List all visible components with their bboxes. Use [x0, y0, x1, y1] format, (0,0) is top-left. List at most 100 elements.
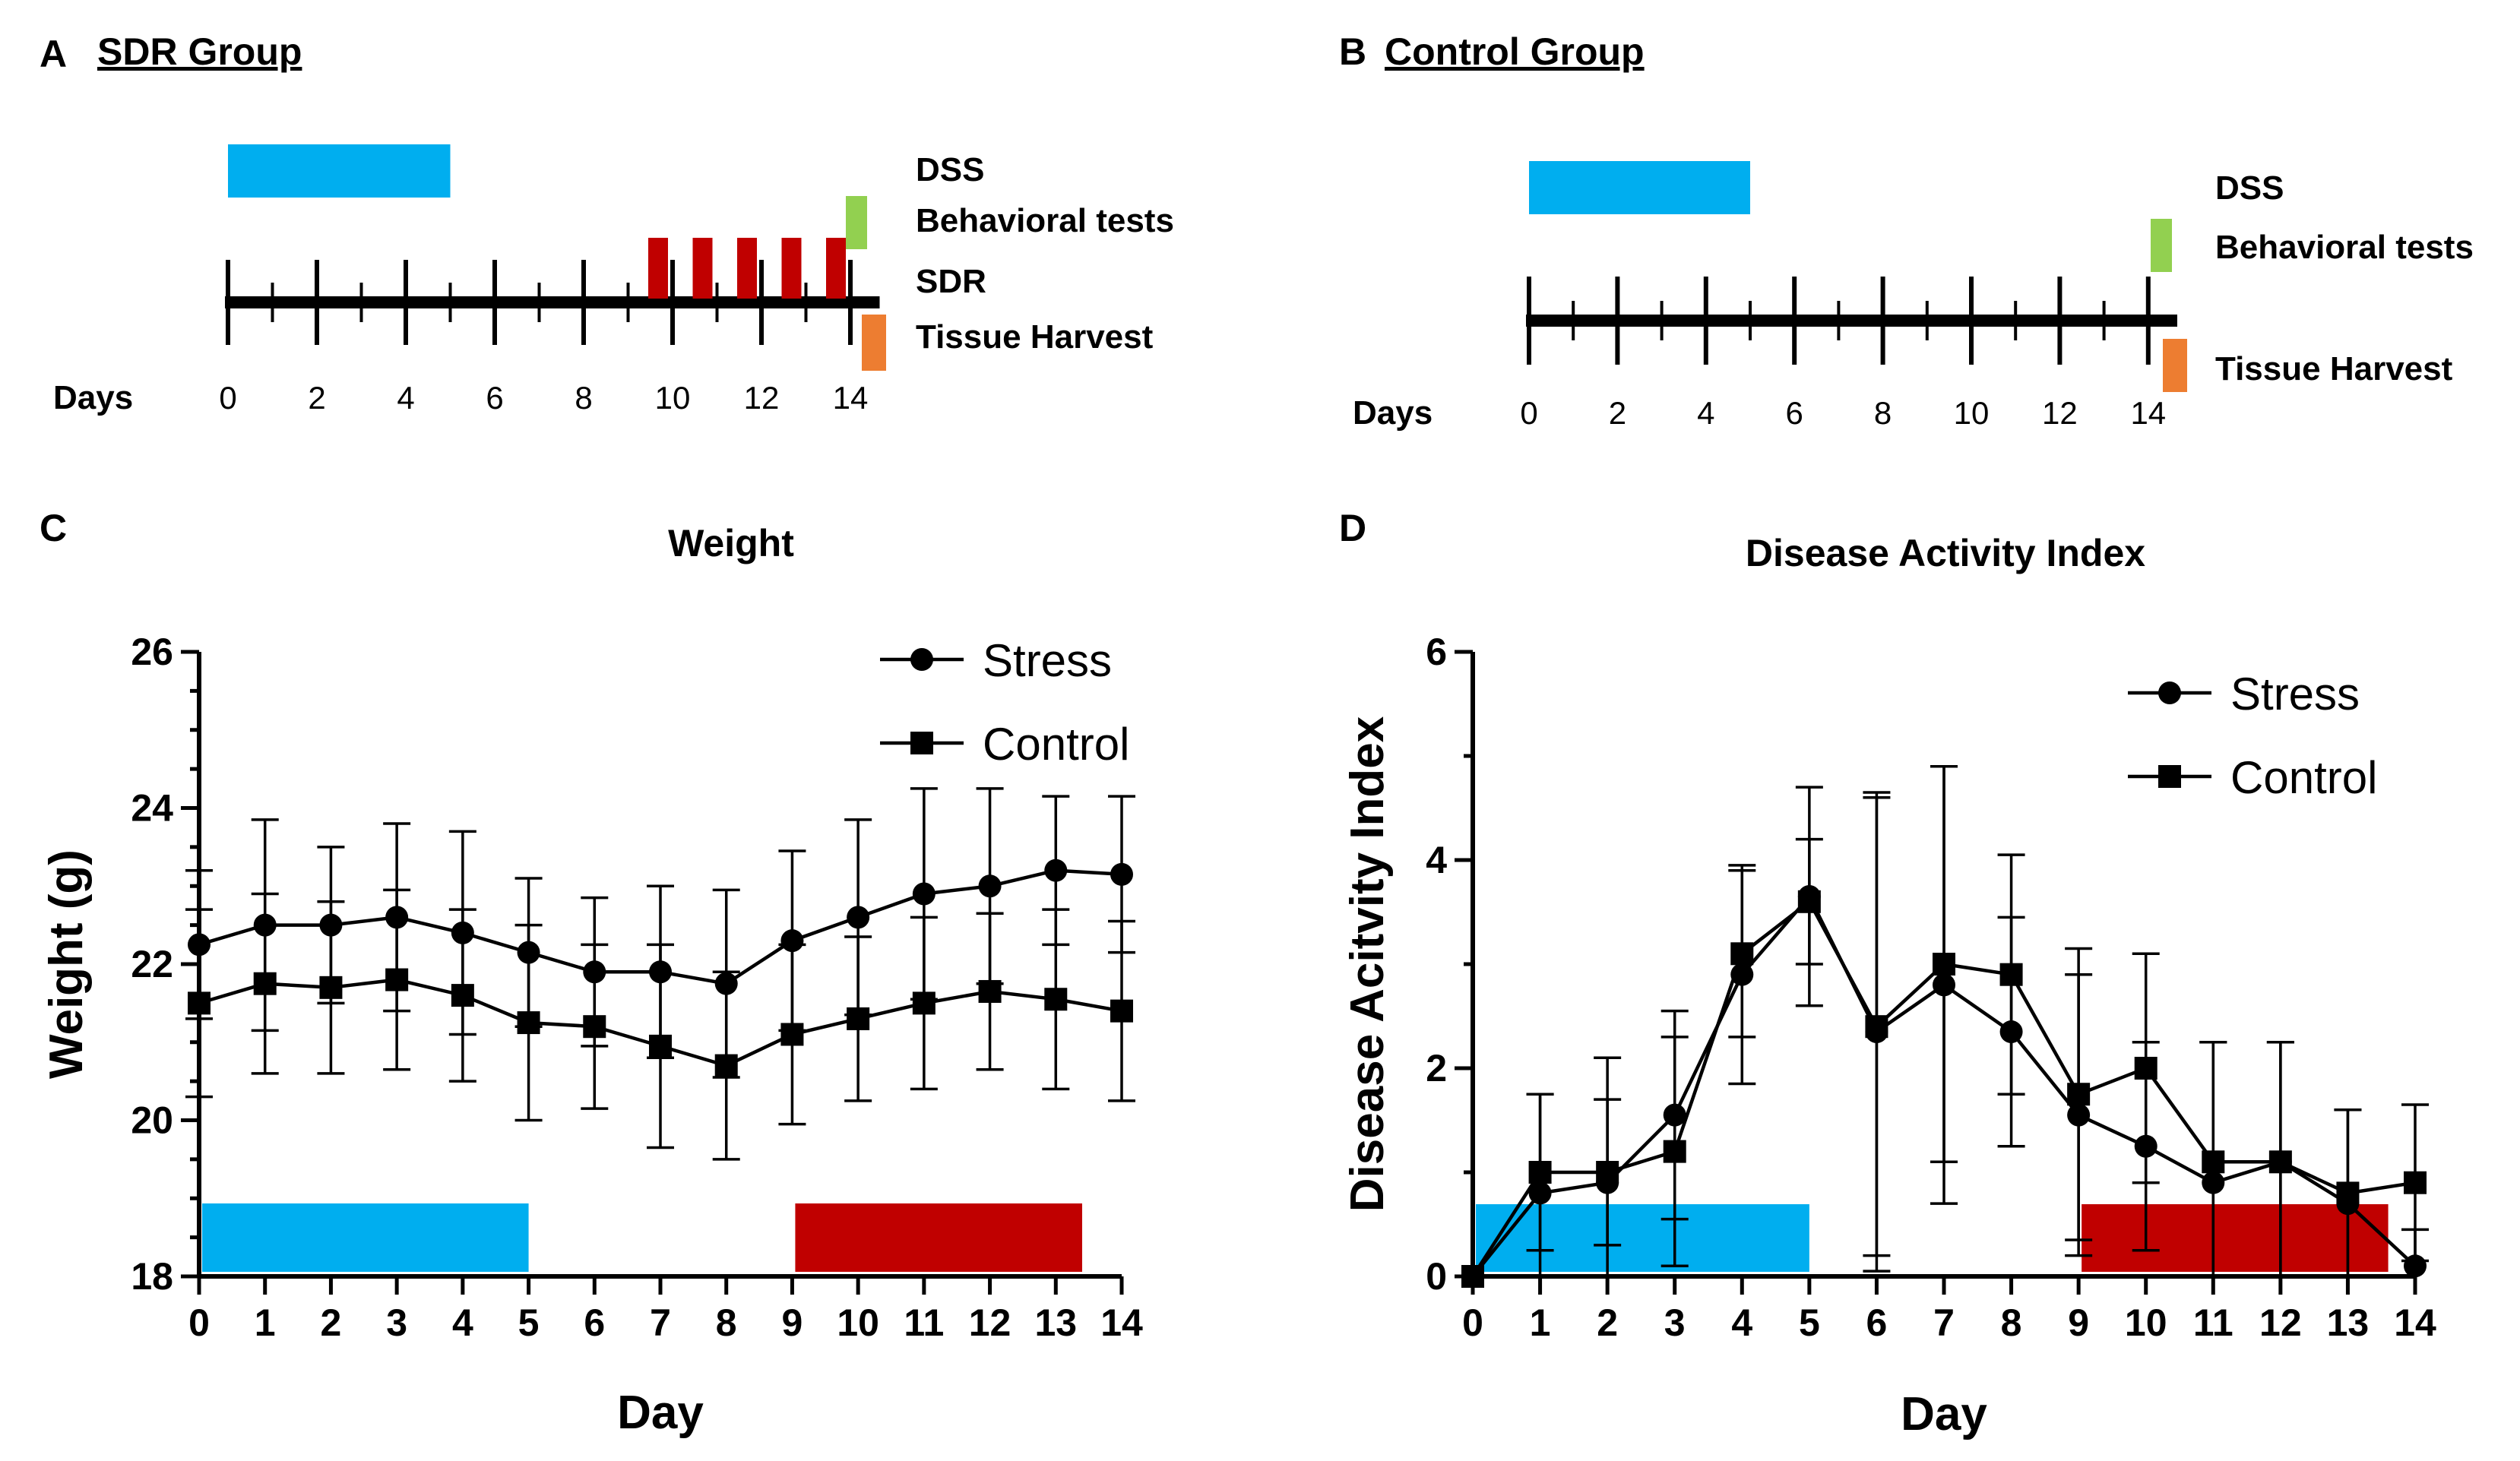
panel-b-timeline: 0 2 4 6 8 10 12 14: [1520, 161, 2187, 431]
stress-point: [1044, 859, 1068, 882]
x-axis-title: Day: [617, 1387, 704, 1439]
panel-a-behavioral-bar: [846, 196, 867, 249]
condition-bar-sdr: [795, 1203, 1082, 1272]
legend-control-marker: [2158, 765, 2181, 788]
y-tick-label: 22: [131, 943, 173, 985]
y-tick-label: 20: [131, 1099, 173, 1142]
panel-b-tick-label: 0: [1520, 395, 1537, 431]
panel-a-tick-label: 6: [486, 380, 503, 416]
panel-b-dss-bar: [1529, 161, 1750, 214]
panel-b: B Control Group 0 2 4 6 8 10 12 14 Days DSS Beh…: [1339, 30, 2474, 432]
panel-b-tick-label: 14: [2130, 395, 2166, 431]
control-point: [1865, 1015, 1888, 1039]
x-tick-label: 6: [584, 1301, 605, 1344]
y-axis-title: Weight (g): [40, 849, 93, 1079]
x-tick-label: 3: [1664, 1301, 1686, 1344]
x-tick-label: 6: [1866, 1301, 1888, 1344]
control-point: [1663, 1140, 1686, 1163]
panel-a-sdr-bar: [781, 238, 802, 299]
panel-d-letter: D: [1339, 507, 1366, 549]
panel-b-days-label: Days: [1353, 394, 1433, 432]
legend-stress-marker: [2158, 681, 2181, 704]
panel-a-sdr-bar: [648, 238, 668, 299]
condition-bar-dss: [1476, 1204, 1809, 1272]
legend-control-label: Control: [983, 719, 1129, 770]
y-tick-label: 0: [1426, 1255, 1447, 1298]
control-point: [2268, 1150, 2292, 1174]
x-tick-label: 12: [2259, 1301, 2302, 1344]
legend-control-marker: [910, 732, 933, 754]
x-tick-label: 8: [2001, 1301, 2022, 1344]
y-axis-title: Disease Acitvity Index: [1341, 716, 1394, 1212]
y-tick-label: 24: [131, 787, 173, 830]
control-point: [2134, 1057, 2158, 1080]
panel-b-behavioral-bar: [2151, 219, 2172, 272]
panel-a-tick-label: 2: [308, 380, 325, 416]
panel-c-letter: C: [40, 507, 67, 549]
x-tick-label: 7: [1933, 1301, 1955, 1344]
panel-a-legend-harvest: Tissue Harvest: [916, 318, 1154, 356]
panel-a-title: SDR Group: [97, 30, 302, 73]
x-tick-label: 13: [2327, 1301, 2370, 1344]
legend-stress-label: Stress: [983, 635, 1112, 686]
stress-point: [780, 929, 804, 953]
control-point: [780, 1023, 804, 1046]
x-tick-label: 12: [969, 1301, 1011, 1344]
legend-stress-label: Stress: [2230, 669, 2360, 719]
panel-a: A SDR Group 0 2 4 6 8 10 12 14 Days DSS Behavio…: [40, 30, 1174, 416]
panel-b-legend-harvest: Tissue Harvest: [2215, 350, 2453, 387]
panel-a-letter: A: [40, 33, 67, 75]
panel-b-legend-dss: DSS: [2215, 169, 2284, 207]
control-point: [2404, 1171, 2427, 1194]
x-tick-label: 2: [1597, 1301, 1618, 1344]
panel-b-tick-label: 2: [1609, 395, 1626, 431]
control-point: [912, 991, 936, 1015]
panel-a-dss-bar: [228, 144, 451, 198]
stress-point: [1110, 862, 1133, 886]
panel-b-letter: B: [1339, 30, 1366, 73]
x-tick-label: 0: [188, 1301, 210, 1344]
x-tick-label: 4: [452, 1301, 473, 1344]
x-tick-label: 9: [2068, 1301, 2089, 1344]
panel-a-legend-dss: DSS: [916, 151, 984, 188]
panel-b-tick-label: 12: [2042, 395, 2078, 431]
x-tick-label: 14: [1100, 1301, 1143, 1344]
x-tick-label: 13: [1034, 1301, 1077, 1344]
x-tick-label: 5: [1799, 1301, 1820, 1344]
x-tick-label: 11: [904, 1301, 944, 1344]
panel-b-harvest-bar: [2163, 339, 2187, 392]
x-tick-label: 8: [716, 1301, 737, 1344]
panel-a-tick-label: 12: [744, 380, 780, 416]
x-tick-label: 2: [321, 1301, 342, 1344]
control-point: [188, 991, 211, 1015]
control-point: [1999, 963, 2023, 986]
control-point: [1461, 1265, 1484, 1288]
panel-a-harvest-bar: [862, 315, 886, 371]
control-point: [1933, 953, 1955, 976]
y-tick-label: 6: [1426, 631, 1447, 673]
x-tick-label: 5: [518, 1301, 540, 1344]
y-tick-label: 2: [1426, 1047, 1447, 1089]
panel-a-timeline: 0 2 4 6 8 10 12 14: [219, 144, 886, 416]
control-point: [319, 976, 343, 999]
condition-bar-dss: [202, 1203, 529, 1272]
panel-a-sdr-bar: [692, 238, 713, 299]
panel-a-legend-behavioral: Behavioral tests: [916, 202, 1174, 239]
panel-a-days-label: Days: [53, 379, 133, 416]
x-tick-label: 9: [782, 1301, 803, 1344]
control-point: [1797, 890, 1821, 913]
chart-title: Weight: [668, 522, 794, 564]
control-point: [1044, 988, 1068, 1011]
panel-a-tick-label: 8: [575, 380, 592, 416]
legend-control-label: Control: [2230, 752, 2377, 803]
panel-a-legend-sdr: SDR: [916, 263, 986, 300]
control-point: [978, 979, 1002, 1003]
control-point: [2202, 1150, 2225, 1174]
control-point: [253, 972, 277, 995]
control-point: [583, 1015, 606, 1039]
